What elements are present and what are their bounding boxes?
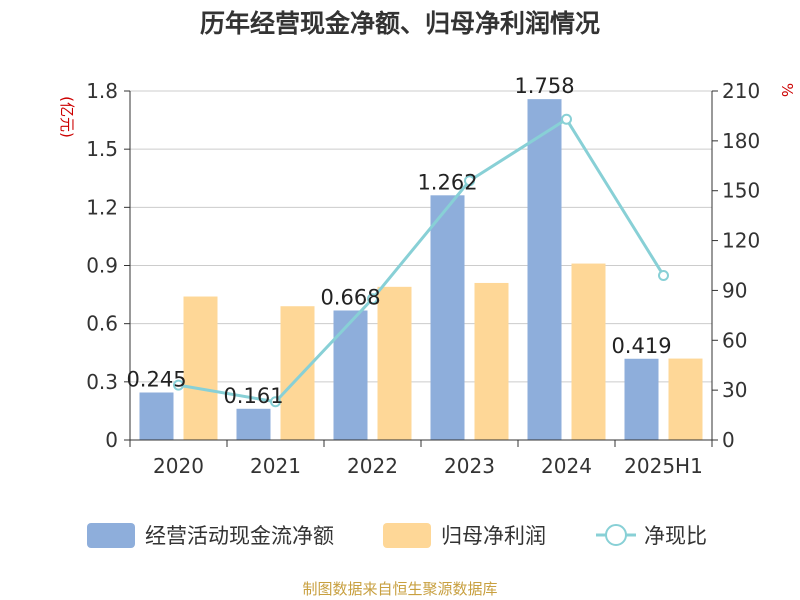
legend-label: 净现比: [644, 524, 707, 548]
right-axis-tick-label: 210: [722, 79, 760, 103]
legend-label: 归母净利润: [441, 524, 546, 548]
bar: [280, 306, 315, 440]
ratio-line-path: [178, 117, 665, 404]
bar: [571, 263, 606, 440]
bars: [139, 99, 703, 440]
bar-data-label: 0.419: [611, 334, 671, 358]
legend-label: 经营活动现金流净额: [145, 524, 334, 548]
left-axis-tick-label: 1.8: [86, 79, 118, 103]
right-axis-tick-label: 90: [722, 278, 747, 302]
bar: [139, 392, 174, 440]
left-axis-tick-label: 0.9: [86, 254, 118, 278]
gridlines: [130, 90, 712, 383]
bar-data-label: 1.262: [417, 170, 477, 194]
right-axis-tick-label: 30: [722, 378, 747, 402]
left-axis-unit: (亿元): [58, 96, 76, 138]
x-axis-tick-label: 2022: [347, 454, 398, 478]
right-axis-tick-label: 120: [722, 229, 760, 253]
legend-swatch: [87, 523, 135, 548]
ratio-point: [173, 379, 184, 391]
ratio-line: [173, 113, 669, 408]
legend-swatch: [383, 523, 431, 548]
right-axis-tick-label: 0: [722, 428, 735, 452]
left-axis-tick-label: 0: [105, 428, 118, 452]
ratio-point: [561, 113, 572, 125]
bar: [236, 408, 271, 440]
ratio-point: [658, 269, 669, 281]
x-axis-tick-label: 2023: [444, 454, 495, 478]
data-labels: 0.245 0.161 0.668 1.262 1.758 0.419: [126, 74, 671, 408]
bar: [333, 310, 368, 440]
bar: [183, 296, 218, 440]
x-axis-tick-label: 2024: [541, 454, 592, 478]
legend: 经营活动现金流净额 归母净利润 净现比: [87, 523, 707, 548]
x-axis-tick-label: 2025H1: [624, 454, 703, 478]
right-axis-tick-label: 60: [722, 328, 747, 352]
left-axis-tick-label: 1.5: [86, 137, 118, 161]
left-axis-tick-label: 1.2: [86, 195, 118, 219]
ratio-point: [367, 293, 378, 305]
right-axis-unit: %: [778, 83, 796, 97]
bar: [527, 99, 562, 440]
chart-title: 历年经营现金净额、归母净利润情况: [200, 9, 600, 38]
x-axis-tick-label: 2020: [153, 454, 204, 478]
bar: [668, 358, 703, 440]
bar: [624, 358, 659, 440]
ratio-point: [464, 175, 475, 187]
legend-swatch: [605, 524, 627, 546]
ratio-point: [270, 396, 281, 408]
source-note: 制图数据来自恒生聚源数据库: [302, 580, 497, 598]
bar-data-label: 0.161: [223, 384, 283, 408]
bar: [377, 286, 412, 440]
bar-data-label: 0.245: [126, 367, 186, 391]
axes: 0 0.3 0.6 0.9 1.2 1.5 1.8 0 30 60 90 120 150 180 210 20…: [86, 79, 760, 478]
right-axis-tick-label: 180: [722, 129, 760, 153]
left-axis-tick-label: 0.6: [86, 312, 118, 336]
right-axis-tick-label: 150: [722, 179, 760, 203]
x-axis-tick-label: 2021: [250, 454, 301, 478]
bar: [474, 282, 509, 440]
bar-data-label: 0.668: [320, 285, 380, 309]
bar: [430, 195, 465, 440]
bar-data-label: 1.758: [514, 74, 574, 98]
left-axis-tick-label: 0.3: [86, 370, 118, 394]
